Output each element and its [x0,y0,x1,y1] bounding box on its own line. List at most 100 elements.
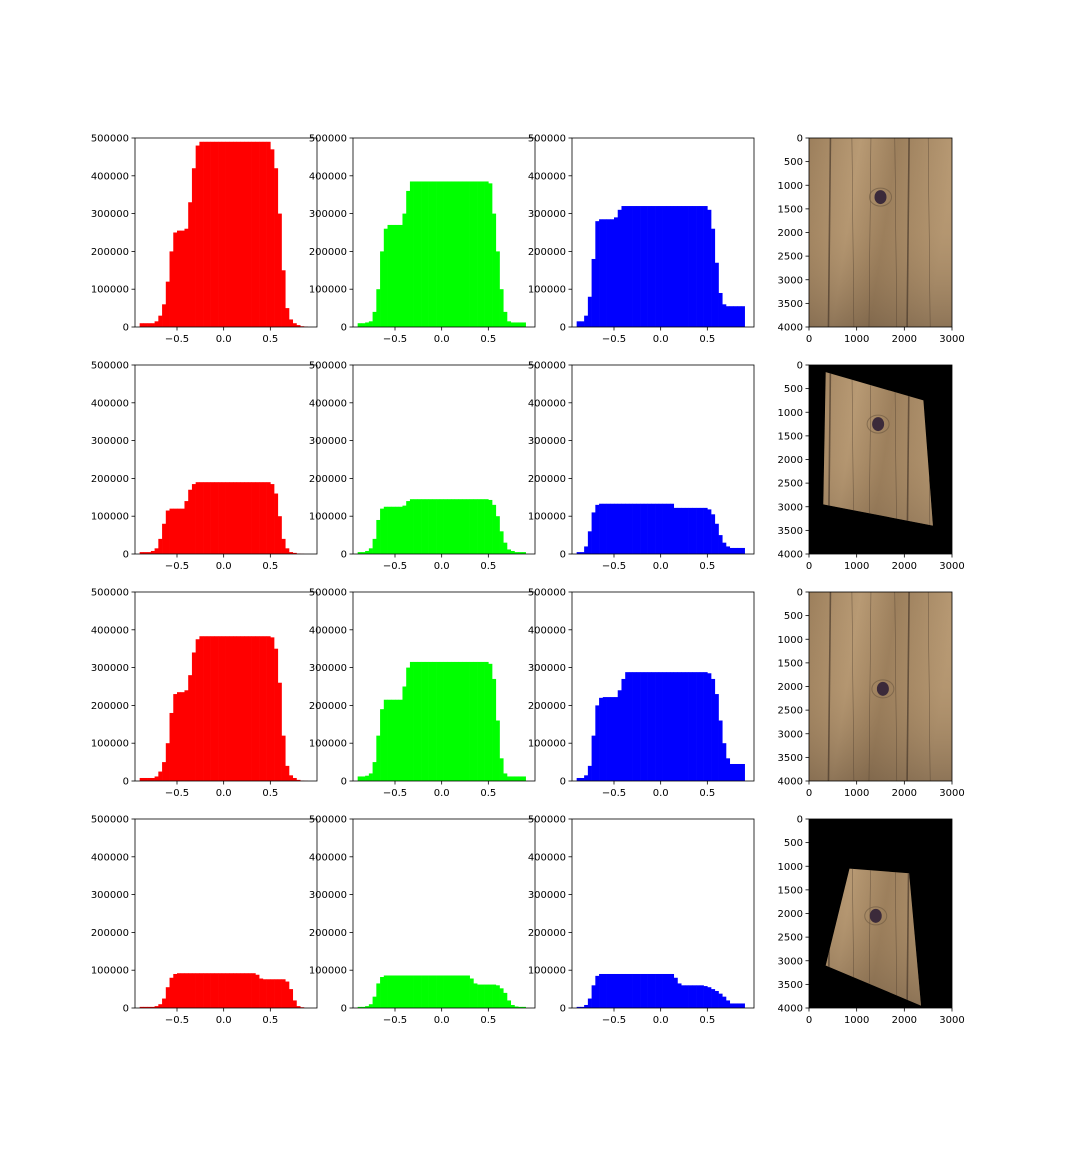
y-tick-label: 0 [123,323,129,334]
histogram-bar [421,661,426,781]
histogram-bar [421,499,426,554]
y-tick-label: 500000 [309,361,347,372]
histogram-bar [199,973,204,1008]
y-tick-label: 200000 [91,928,129,939]
x-tick-label: 3000 [939,334,964,345]
histogram-bar [636,206,641,327]
y-tick-label: 100000 [309,512,347,523]
histogram-bar [259,482,264,554]
histogram-bar [580,1006,585,1008]
histogram-bar [424,181,429,327]
x-tick-label: 0.0 [434,1015,450,1026]
histogram-bar [266,636,271,781]
y-tick-label: 4000 [778,550,803,561]
histogram-bar [477,984,482,1008]
histogram-bar [158,315,163,327]
histogram-bar [210,482,215,554]
histogram-bar [443,181,448,327]
histogram-bar [177,230,182,327]
histogram-bar [726,758,731,781]
x-tick-label: 0.5 [699,561,715,572]
histogram-bar [662,973,667,1008]
histogram-bar [203,973,208,1008]
histogram-blue-row-3: 0 100000 200000 300000 400000 500000 −0.5 0.0 0.… [528,588,755,799]
y-tick-label: 500000 [528,134,566,145]
histogram-bar [617,209,622,327]
histogram-bar [492,213,497,327]
histogram-bar [289,989,294,1008]
axes-frame [134,137,318,328]
histogram-bar [591,512,596,554]
x-tick-label: −0.5 [165,561,189,572]
histogram-bar [247,482,252,554]
histogram-bar [154,548,159,554]
y-tick-label: 200000 [309,928,347,939]
histogram-bar [177,692,182,781]
y-tick-label: 4000 [778,777,803,788]
histogram-bar [670,973,675,1008]
histogram-bar [383,975,388,1008]
histogram-bar [733,763,738,781]
histogram-bar [587,531,592,554]
histogram-bar [289,552,294,554]
histogram-bar [696,206,701,327]
y-tick-label: 200000 [528,701,566,712]
histogram-bar [465,499,470,554]
histogram-bar [503,992,508,1008]
histogram-bar [714,523,719,554]
histogram-bar [614,697,619,781]
histogram-bar [740,1003,745,1008]
histogram-bar [518,776,523,781]
histogram-bar [580,777,585,781]
y-tick-label: 300000 [91,890,129,901]
histogram-bar [177,508,182,554]
histogram-bar [206,636,211,781]
histogram-bar [703,206,708,327]
histogram-bar [361,552,366,554]
histogram-bar [465,181,470,327]
histogram-bar [703,672,708,781]
histogram-bar [733,547,738,554]
histogram-bar [380,977,385,1008]
histogram-bar [165,987,170,1008]
y-tick-label: 1000 [778,862,803,873]
histogram-bar [214,141,219,327]
y-tick-label: 200000 [309,701,347,712]
histogram-bar [255,974,260,1008]
histogram-bar [684,206,689,327]
y-tick-label: 300000 [309,436,347,447]
histogram-bar [188,489,193,554]
histogram-bar [447,975,452,1008]
axes-frame [571,591,755,782]
histogram-bar [625,503,630,554]
histogram-bar [229,636,234,781]
y-tick-label: 100000 [91,285,129,296]
histogram-bar [372,311,377,327]
histogram-bar [180,973,185,1008]
x-tick-label: 0.0 [434,788,450,799]
histogram-bar [240,636,245,781]
y-tick-label: 400000 [91,852,129,863]
histogram-bar [150,323,155,327]
y-tick-label: 500000 [91,815,129,826]
histogram-bar [165,281,170,327]
histogram-bar [266,141,271,327]
histogram-bar [640,973,645,1008]
histogram-bar [610,697,615,781]
x-tick-label: −0.5 [383,1015,407,1026]
histogram-bar [587,296,592,327]
wood-knot-ring [866,414,890,434]
histogram-bar [599,973,604,1008]
wood-knot [869,908,882,923]
histogram-bar [225,482,230,554]
y-tick-label: 200000 [309,474,347,485]
histogram-red-row-1: 0 100000 200000 300000 400000 500000 −0.5 0.0 0.… [91,134,318,345]
x-tick-label: −0.5 [383,334,407,345]
x-tick-label: −0.5 [165,334,189,345]
y-tick-label: 2500 [778,933,803,944]
y-tick-label: 2000 [778,228,803,239]
histogram-bar [199,141,204,327]
histogram-bar [640,672,645,781]
